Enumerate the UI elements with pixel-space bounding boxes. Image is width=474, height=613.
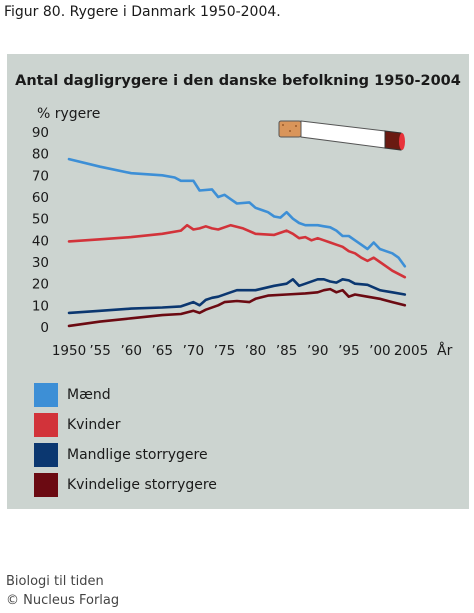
x-tick-label: ’90 (307, 343, 328, 359)
x-tick-label: ’00 (369, 343, 390, 359)
y-tick-label: 10 (32, 298, 49, 314)
x-tick-label: ’95 (338, 343, 359, 359)
series-lines (67, 157, 407, 328)
x-tick-label: ’55 (89, 343, 110, 359)
x-tick-label: ’85 (276, 343, 297, 359)
x-tick-label: ’65 (152, 343, 173, 359)
x-tick-label: ’80 (245, 343, 266, 359)
y-tick-label: 70 (32, 168, 49, 184)
chart-panel: Antal dagligrygere i den danske befolkni… (7, 54, 469, 509)
legend-item-kvindelige-storrygere: Kvindelige storrygere (34, 473, 217, 497)
y-tick-label: 50 (32, 212, 49, 228)
legend-label-maend: Mænd (67, 387, 111, 403)
x-ticks: 1950’55 ’60 ’65 ’70 ’75 ’80 ’85 ’90 ’95 ’00 2005 (52, 343, 428, 359)
figure-caption: Figur 80. Rygere i Danmark 1950-2004. (4, 4, 281, 20)
x-axis-label: År (437, 342, 453, 359)
y-tick-label: 20 (32, 277, 49, 293)
legend-label-kvinder: Kvinder (67, 417, 121, 433)
y-tick-label: 40 (32, 233, 49, 249)
legend-item-kvinder: Kvinder (34, 413, 120, 437)
legend-swatch-kvinder (34, 413, 58, 437)
y-ticks: 0 10 20 30 40 50 60 70 80 90 (32, 125, 49, 336)
series-line-1 (67, 223, 407, 279)
x-tick-label: 2005 (394, 343, 428, 359)
legend-label-kvindelige-storrygere: Kvindelige storrygere (67, 477, 217, 493)
y-tick-label: 30 (32, 255, 49, 271)
y-tick-label: 60 (32, 190, 49, 206)
x-tick-label: ’60 (120, 343, 141, 359)
legend-item-maend: Mænd (34, 383, 111, 407)
y-axis-label: % rygere (37, 106, 100, 122)
legend-swatch-kvindelige-storrygere (34, 473, 58, 497)
legend-label-mandlige-storrygere: Mandlige storrygere (67, 447, 208, 463)
x-tick-label: ’75 (214, 343, 235, 359)
legend-item-mandlige-storrygere: Mandlige storrygere (34, 443, 208, 467)
x-tick-label: ’70 (183, 343, 204, 359)
x-tick-label: 1950 (52, 343, 86, 359)
legend-swatch-mandlige-storrygere (34, 443, 58, 467)
series-line-3 (67, 287, 407, 328)
footer-copyright: © Nucleus Forlag (6, 593, 120, 608)
line-chart: Antal dagligrygere i den danske befolkni… (15, 73, 461, 359)
legend-swatch-maend (34, 383, 58, 407)
cigarette-icon (278, 120, 405, 151)
series-line-2 (67, 278, 407, 315)
chart-title: Antal dagligrygere i den danske befolkni… (15, 73, 461, 89)
footer-book-title: Biologi til tiden (6, 574, 104, 589)
y-tick-label: 90 (32, 125, 49, 141)
y-tick-label: 80 (32, 147, 49, 163)
footer: Biologi til tiden © Nucleus Forlag (6, 572, 119, 610)
y-tick-label: 0 (40, 320, 49, 336)
series-line-0 (67, 157, 407, 268)
